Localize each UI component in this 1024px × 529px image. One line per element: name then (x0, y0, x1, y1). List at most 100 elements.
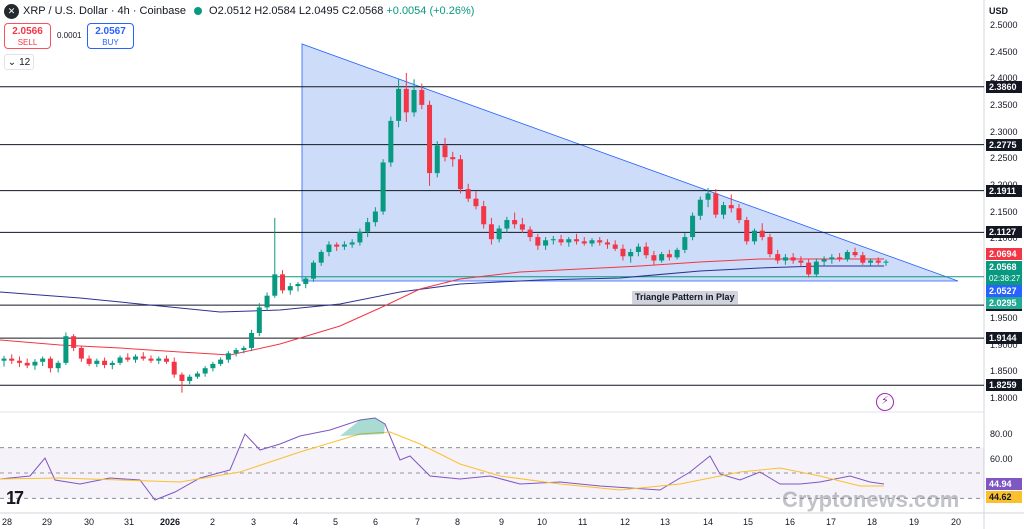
candle-body (411, 89, 417, 113)
candle-body (736, 208, 742, 221)
rsi-band (0, 447, 984, 499)
cryptonews-watermark: Cryptonews.com (782, 487, 960, 512)
candle-body (659, 254, 665, 261)
candle-body (202, 368, 208, 374)
candle-body (295, 283, 301, 287)
ma-blue-tag: 2.0527 (986, 285, 1022, 297)
date-tick-label: 15 (743, 517, 754, 527)
xrp-logo-icon: ✕ (4, 3, 19, 19)
lightning-alert-icon[interactable]: ⚡ (876, 393, 894, 411)
level-price-tag: 2.1911 (986, 184, 1022, 197)
candle-body (403, 88, 409, 113)
candle-body (210, 363, 216, 369)
candle-body (566, 239, 572, 243)
candle-body (759, 230, 765, 238)
date-tick-label: 12 (620, 517, 631, 527)
candle-body (32, 361, 38, 366)
date-tick-label: 28 (2, 517, 13, 527)
candle-body (249, 333, 255, 348)
price-tick-label: 2.4000 (990, 73, 1018, 84)
candle-body (287, 286, 293, 291)
level-price-tag: 1.8259 (986, 379, 1022, 392)
candle-body (63, 336, 69, 363)
candle-body (357, 231, 363, 243)
candle-body (837, 257, 843, 260)
candle-body (844, 251, 850, 260)
candle-body (380, 162, 386, 212)
candle-body (690, 215, 696, 238)
symbol-title[interactable]: XRP / U.S. Dollar · 4h · Coinbase (23, 5, 187, 17)
candle-body (465, 189, 471, 199)
rsi-ma-tag: 44.62 (986, 491, 1022, 503)
candle-body (310, 262, 316, 279)
candle-body (512, 220, 518, 225)
currency-label[interactable]: USD (989, 6, 1009, 16)
date-tick-label: 6 (373, 517, 379, 527)
candle-body (868, 260, 874, 263)
candle-body (813, 261, 819, 275)
candle-body (163, 358, 169, 362)
price-tick-label: 2.2500 (990, 153, 1018, 164)
ma-red-line (0, 258, 884, 356)
date-tick-label: 17 (826, 517, 837, 527)
ma-red-tag: 2.0694 (986, 248, 1022, 260)
triangle-pattern-label[interactable]: Triangle Pattern in Play (632, 291, 738, 304)
candle-body (628, 251, 634, 257)
date-tick-label: 14 (703, 517, 714, 527)
tradingview-logo-icon[interactable]: 17 (6, 488, 24, 508)
candle-body (125, 357, 131, 360)
date-tick-label: 2 (210, 517, 216, 527)
candle-body (744, 220, 750, 242)
candle-body (450, 157, 456, 160)
market-status-icon (194, 7, 203, 15)
candle-body (148, 358, 154, 361)
triangle-pattern (301, 43, 959, 282)
candle-body (782, 257, 788, 261)
candle-body (697, 199, 703, 216)
buy-button[interactable]: 2.0567 BUY (87, 23, 134, 49)
candle-body (71, 336, 77, 348)
candle-body (473, 198, 479, 207)
candle-body (883, 261, 889, 263)
candle-body (488, 224, 494, 240)
candle-body (16, 360, 22, 363)
price-tick-label: 1.8000 (990, 393, 1018, 404)
candle-body (341, 244, 347, 247)
candle-body (55, 362, 61, 369)
date-tick-label: 29 (42, 517, 53, 527)
price-tick-label: 2.4500 (990, 46, 1018, 57)
buy-price: 2.0567 (95, 26, 126, 37)
candle-body (318, 251, 324, 263)
candle-body (705, 193, 711, 200)
candle-body (179, 374, 185, 381)
date-tick-label: 9 (499, 517, 505, 527)
price-tick-label: 2.1500 (990, 206, 1018, 217)
date-tick-label: 5 (333, 517, 339, 527)
sell-button[interactable]: 2.0566 SELL (4, 23, 51, 49)
date-tick-label: 19 (909, 517, 920, 527)
sell-label: SELL (17, 38, 38, 47)
candle-body (829, 257, 835, 260)
candle-countdown: 02:38:27 (986, 273, 1022, 285)
candle-body (775, 254, 781, 261)
rsi-ma-line (0, 431, 884, 491)
date-tick-label: 8 (455, 517, 461, 527)
buy-label: BUY (102, 38, 119, 47)
candle-body (852, 251, 858, 256)
rsi-value-tag: 44.94 (986, 478, 1022, 490)
candle-body (256, 307, 262, 334)
candle-body (682, 237, 688, 250)
interval-selector[interactable]: ⌄ 12 (4, 54, 34, 70)
candle-body (156, 358, 162, 361)
price-change: +0.0054 (+0.26%) (386, 5, 475, 17)
date-tick-label: 13 (660, 517, 671, 527)
candle-body (218, 359, 224, 364)
candle-body (102, 360, 108, 365)
date-tick-label: 3 (251, 517, 257, 527)
candle-body (225, 353, 231, 360)
rsi-tick-label: 60.00 (990, 454, 1013, 465)
candle-body (620, 248, 626, 257)
spread-value: 0.0001 (57, 31, 82, 40)
candle-body (457, 159, 463, 190)
